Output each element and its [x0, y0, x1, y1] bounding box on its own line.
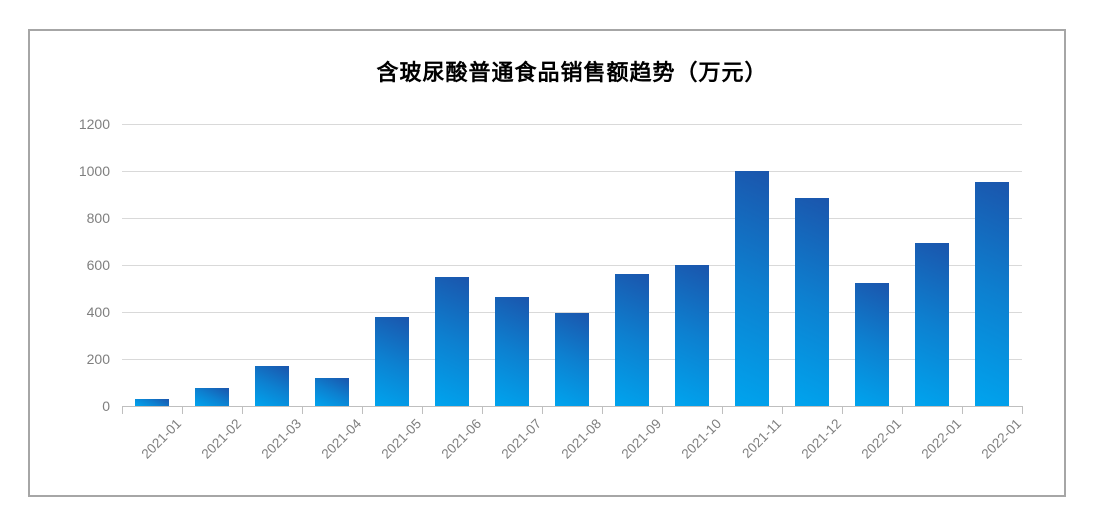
bar	[555, 313, 589, 406]
x-axis-tick	[182, 406, 183, 414]
x-axis-tick	[1022, 406, 1023, 414]
bar	[675, 265, 709, 406]
x-axis-tick	[122, 406, 123, 414]
x-axis-tick	[302, 406, 303, 414]
bar	[795, 198, 829, 406]
bar	[315, 377, 349, 406]
bar	[375, 316, 409, 406]
y-axis-tick-label: 200	[86, 351, 110, 367]
x-axis-tick	[542, 406, 543, 414]
y-axis-tick-label: 1000	[78, 163, 110, 179]
x-axis-tick	[482, 406, 483, 414]
x-axis-line	[122, 406, 1022, 407]
chart-title: 含玻尿酸普通食品销售额趋势（万元）	[376, 60, 768, 85]
x-axis-tick	[902, 406, 903, 414]
x-axis-tick	[602, 406, 603, 414]
plot-area: 0 200 400 600 800 1000 1200 2021-01 2021-02 2021-…	[79, 117, 1025, 462]
y-axis-tick-label: 1200	[78, 116, 110, 132]
gridline	[122, 124, 1022, 125]
x-axis-tick	[422, 406, 423, 414]
gridline	[122, 171, 1022, 172]
bar	[915, 242, 949, 406]
x-axis-tick	[362, 406, 363, 414]
x-axis-tick	[842, 406, 843, 414]
bar	[615, 274, 649, 406]
bar	[135, 398, 169, 406]
x-axis-tick	[782, 406, 783, 414]
gridline	[122, 312, 1022, 313]
x-axis-tick	[242, 406, 243, 414]
x-axis-tick	[662, 406, 663, 414]
bar	[735, 171, 769, 406]
y-axis-tick-label: 600	[86, 257, 110, 273]
bar	[255, 366, 289, 406]
x-axis-tick	[962, 406, 963, 414]
bar	[195, 388, 229, 406]
y-axis-tick-label: 400	[86, 304, 110, 320]
chart-frame-border	[28, 29, 1066, 497]
gridline	[122, 265, 1022, 266]
x-axis-tick	[722, 406, 723, 414]
bar	[435, 276, 469, 406]
y-axis-tick-label: 800	[86, 210, 110, 226]
bar	[495, 296, 529, 406]
y-axis-tick-label: 0	[102, 398, 110, 414]
bar	[975, 181, 1009, 406]
gridline	[122, 218, 1022, 219]
bar	[855, 282, 889, 406]
